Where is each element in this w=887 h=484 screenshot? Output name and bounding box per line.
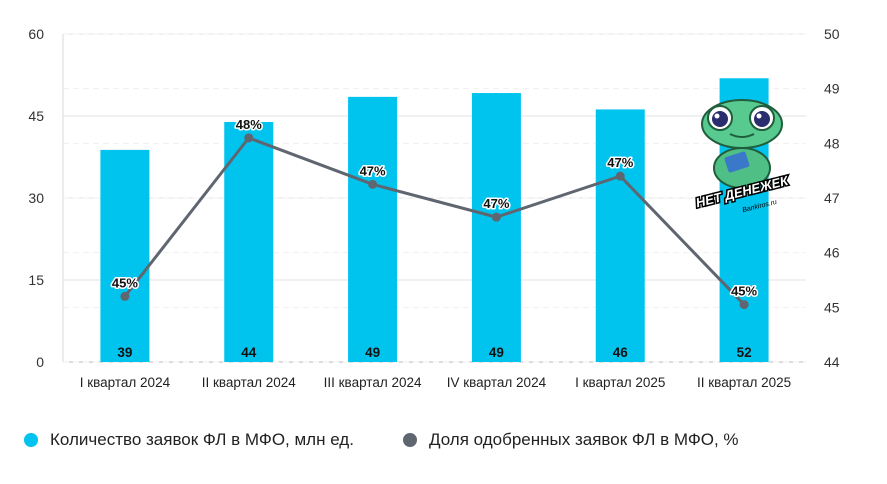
- line-value-label: 45%: [731, 284, 757, 299]
- x-tick-label: III квартал 2024: [324, 375, 422, 390]
- legend-item-bars: Количество заявок ФЛ в МФО, млн ед.: [24, 430, 354, 450]
- x-tick-label: II квартал 2025: [697, 375, 791, 390]
- bar-value-label: 46: [613, 345, 629, 360]
- line-point: [739, 300, 749, 310]
- bar-series: [100, 78, 769, 362]
- legend-label-bars: Количество заявок ФЛ в МФО, млн ед.: [50, 430, 354, 449]
- bar-value-label: 49: [489, 345, 504, 360]
- y-left-tick-label: 0: [36, 354, 44, 370]
- svg-text:Bankiros.ru: Bankiros.ru: [742, 199, 778, 214]
- line-value-label: 48%: [236, 117, 262, 132]
- line-point: [491, 212, 501, 222]
- y-right-tick-label: 47: [824, 190, 840, 206]
- watermark-mascot: НЕТ ДЕНЕЖЕК Bankiros.ru: [690, 98, 796, 216]
- line-value-label: 47%: [483, 196, 509, 211]
- line-value-label: 47%: [607, 155, 633, 170]
- data-labels: 39 44 49 49 46 52 45% 48% 47% 47% 47% 45%: [110, 115, 759, 360]
- bar: [100, 149, 150, 362]
- legend: Количество заявок ФЛ в МФО, млн ед. Доля…: [0, 430, 887, 460]
- y-left-tick-label: 60: [28, 26, 44, 42]
- y-right-tick-label: 44: [824, 354, 840, 370]
- line-path: [123, 136, 746, 306]
- line-value-label: 45%: [112, 275, 138, 290]
- y-left-tick-label: 15: [28, 272, 44, 288]
- gridlines: [62, 33, 806, 363]
- y-right-tick-label: 46: [824, 245, 840, 261]
- x-axis: I квартал 2024 II квартал 2024 III квартал…: [80, 375, 791, 390]
- bar: [224, 122, 274, 362]
- bar-value-label: 49: [365, 345, 380, 360]
- y-left-tick-label: 45: [28, 108, 44, 124]
- bar-value-label: 44: [241, 345, 257, 360]
- x-tick-label: IV квартал 2024: [447, 375, 547, 390]
- legend-swatch-line: [403, 433, 417, 447]
- bar: [471, 93, 521, 362]
- line-point: [120, 291, 130, 301]
- y-right-tick-label: 50: [824, 26, 840, 42]
- legend-label-line: Доля одобренных заявок ФЛ в МФО, %: [429, 430, 739, 449]
- x-tick-label: II квартал 2024: [202, 375, 297, 390]
- line-point: [244, 133, 254, 143]
- y-axis-left: 0 15 30 45 60: [28, 26, 44, 370]
- y-right-tick-label: 45: [824, 299, 840, 315]
- y-axis-right: 44 45 46 47 48 49 50: [824, 26, 840, 370]
- line-value-label: 47%: [360, 163, 386, 178]
- line-series: [120, 133, 749, 310]
- legend-item-line: Доля одобренных заявок ФЛ в МФО, %: [403, 430, 739, 450]
- y-right-tick-label: 49: [824, 81, 840, 97]
- legend-swatch-bars: [24, 433, 38, 447]
- x-tick-label: I квартал 2025: [575, 375, 665, 390]
- y-right-tick-label: 48: [824, 135, 840, 151]
- y-left-tick-label: 30: [28, 190, 44, 206]
- bar: [595, 109, 645, 362]
- bar-value-label: 39: [117, 345, 132, 360]
- line-point: [615, 171, 625, 181]
- line-point: [368, 179, 378, 189]
- x-tick-label: I квартал 2024: [80, 375, 171, 390]
- bar: [348, 96, 398, 362]
- bar-value-label: 52: [737, 345, 752, 360]
